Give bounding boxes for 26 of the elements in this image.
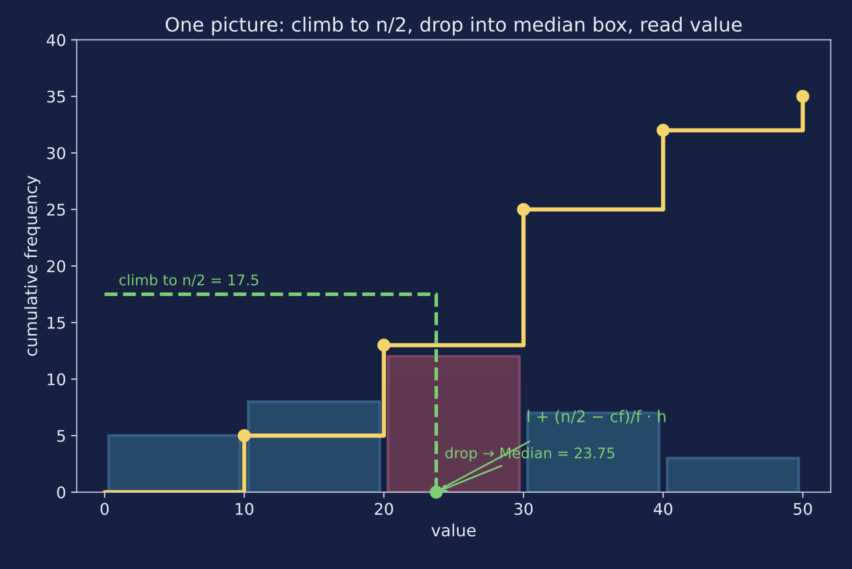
y-tick-label: 35	[47, 90, 65, 103]
annotation: l + (n/2 − cf)/f · h	[528, 410, 666, 424]
y-tick-label: 25	[47, 204, 65, 216]
x-tick-label: 0	[100, 502, 109, 515]
y-tick-label: 40	[46, 34, 66, 46]
point	[517, 202, 530, 216]
x-axis-title: value	[431, 524, 476, 537]
y-tick-label: 10	[48, 373, 66, 386]
y-tick-label: 30	[47, 147, 66, 160]
y-tick-label: 15	[48, 316, 65, 329]
annotation: climb to n/2 = 17.5	[119, 274, 258, 287]
x-tick-label: 50	[794, 502, 812, 515]
y-axis-title: cumulative frequency	[24, 176, 40, 356]
y-tick-label: 0	[57, 486, 66, 498]
x-tick-label: 30	[514, 502, 533, 515]
x-tick-label: 10	[236, 502, 254, 515]
point	[656, 124, 670, 137]
x-tick-label: 40	[654, 502, 672, 515]
point	[238, 429, 251, 442]
x-tick-label: 20	[374, 502, 393, 515]
y-tick-label: 5	[57, 430, 65, 442]
point	[430, 486, 443, 499]
chart-title: One picture: climb to n/2, drop into median box, read value	[166, 16, 742, 36]
point	[796, 90, 810, 103]
y-tick-label: 20	[47, 260, 66, 272]
point	[377, 338, 390, 352]
